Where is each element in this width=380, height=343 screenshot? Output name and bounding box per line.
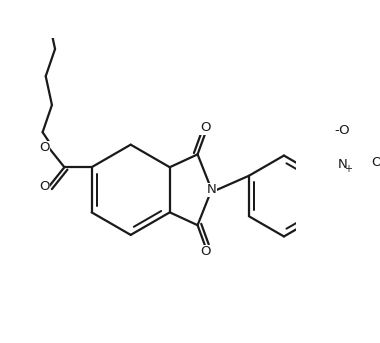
Text: O: O	[39, 180, 49, 193]
Text: N: N	[337, 158, 347, 170]
Text: +: +	[344, 164, 352, 174]
Text: N: N	[207, 183, 217, 196]
Text: O: O	[200, 245, 210, 258]
Text: O: O	[39, 141, 49, 154]
Text: -O: -O	[334, 124, 350, 137]
Text: O: O	[200, 121, 210, 134]
Text: O: O	[371, 156, 380, 169]
